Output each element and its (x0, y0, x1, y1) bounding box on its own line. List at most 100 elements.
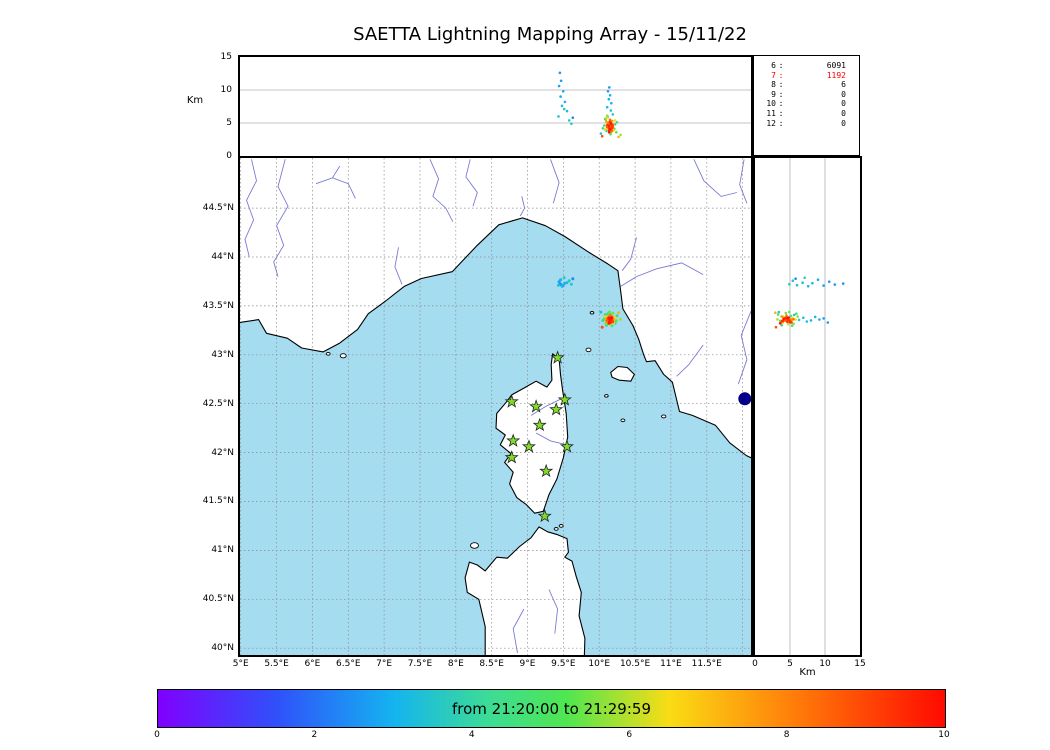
rivers (244, 159, 751, 654)
time-colorbar: from 21:20:00 to 21:29:59 (157, 689, 946, 728)
altitude-tick-label: 0 (752, 659, 758, 669)
stats-count: 0 (841, 108, 846, 118)
stats-colon: : (778, 80, 784, 90)
lon-tick-label: 10.5°E (619, 659, 651, 669)
stats-level: 8 (771, 80, 776, 90)
lma-station-stars (504, 350, 574, 523)
lon-tick-label: 5.5°E (264, 659, 289, 669)
altitude-tick-label: 0 (226, 151, 232, 161)
stats-level: 6 (771, 61, 776, 70)
stats-row: 12: 0 (754, 119, 859, 129)
lat-tick-label: 43°N (211, 349, 234, 360)
lat-tick-label: 42°N (211, 447, 234, 458)
chart-title: SAETTA Lightning Mapping Array - 15/11/2… (353, 24, 747, 45)
islet (339, 353, 347, 359)
stats-count: 0 (841, 89, 846, 99)
lat-tick-label: 40.5°N (202, 594, 234, 605)
colorbar-tick-label: 10 (938, 730, 950, 740)
lon-tick-label: 8.5°E (479, 659, 504, 669)
graticule (240, 158, 751, 655)
islet (325, 351, 331, 356)
islet (620, 418, 626, 423)
lon-tick-label: 11.5°E (691, 659, 722, 669)
lat-tick-label: 41°N (211, 545, 234, 556)
lat-tick-label: 44.5°N (202, 203, 234, 214)
lon-tick-label: 6.5°E (336, 659, 361, 669)
stats-row: 10: 0 (754, 99, 859, 109)
stats-level: 9 (771, 89, 776, 99)
lon-tick-label: 9°E (519, 659, 536, 669)
stats-count: 1192 (826, 70, 846, 80)
lat-tick-label: 43.5°N (202, 300, 234, 311)
stats-colon: : (778, 118, 784, 128)
altitude-axis-label: Km (186, 95, 204, 106)
altitude-tick-label: 15 (854, 659, 866, 669)
colorbar-label: from 21:20:00 to 21:29:59 (451, 699, 651, 718)
blue-marker-dot (738, 392, 751, 406)
stats-colon: : (778, 99, 784, 109)
stats-count: 0 (841, 118, 846, 128)
colorbar-tick-label: 0 (154, 730, 160, 740)
colorbar-tick-label: 8 (783, 730, 790, 740)
stats-count: 0 (841, 99, 846, 109)
land-fill (240, 158, 751, 655)
altitude-longitude-plot (240, 71, 751, 139)
altitude-gridlines (240, 89, 751, 124)
islet (604, 394, 609, 398)
stats-row: 8: 6 (754, 80, 859, 90)
stats-row: 6: 6091 (754, 61, 859, 71)
stats-row: 9: 0 (754, 90, 859, 100)
altitude-latitude-plot (774, 158, 845, 655)
lon-tick-label: 7.5°E (407, 659, 433, 669)
lightning-sources-alt-lon (557, 71, 622, 139)
islet (470, 542, 479, 549)
lon-tick-label: 7°E (376, 659, 393, 669)
stats-colon: : (778, 61, 784, 70)
islet (661, 414, 667, 419)
altitude-vs-longitude-panel (238, 55, 753, 158)
altitude-tick-label: 15 (220, 52, 232, 62)
colorbar-tick-label: 4 (468, 730, 475, 740)
altitude-tick-label: 5 (226, 118, 232, 128)
stats-colon: : (778, 108, 784, 118)
islet (585, 347, 592, 353)
lon-tick-label: 6°E (304, 659, 321, 669)
lightning-sources-map (557, 276, 623, 329)
lon-tick-label: 9.5°E (551, 659, 576, 669)
lon-tick-label: 10°E (588, 659, 611, 669)
lon-tick-label: 11°E (660, 659, 682, 669)
lat-tick-label: 40°N (211, 643, 234, 654)
lon-tick-label: 8°E (447, 659, 464, 669)
colorbar-tick-label: 2 (311, 730, 318, 740)
colorbar-tick-label: 6 (626, 730, 633, 740)
lightning-sources-alt-lat (774, 276, 845, 329)
altitude-vs-latitude-panel (753, 156, 862, 657)
altitude-axis-label-bottom: Km (799, 667, 816, 678)
altitude-tick-label: 10 (220, 85, 232, 95)
stats-row: 7: 1192 (754, 71, 859, 81)
station-count-stats-panel: 6:6091 7:1192 8:6 9:0 10:0 11:0 12:0 (753, 55, 860, 156)
stats-row: 11: 0 (754, 109, 859, 119)
stats-level: 11 (766, 108, 776, 118)
stats-level: 7 (771, 70, 776, 80)
geographic-map (240, 158, 751, 655)
islet (589, 311, 595, 315)
islet (553, 527, 559, 531)
stats-count: 6091 (826, 61, 846, 70)
altitude-tick-label: 5 (787, 659, 793, 669)
stats-colon: : (778, 89, 784, 99)
lon-tick-label: 5°E (232, 659, 249, 669)
islet (558, 524, 564, 528)
coastlines (240, 217, 751, 655)
altitude-tick-label: 10 (819, 659, 831, 669)
stats-rows: 6:6091 7:1192 8:6 9:0 10:0 11:0 12:0 (754, 56, 859, 128)
map-panel (238, 156, 753, 657)
lat-tick-label: 41.5°N (202, 496, 234, 507)
stats-colon: : (778, 70, 784, 80)
altitude-gridlines (789, 158, 826, 655)
stats-count: 6 (841, 80, 846, 90)
stats-level: 12 (766, 118, 776, 128)
stats-level: 10 (766, 99, 776, 109)
lat-tick-label: 42.5°N (202, 398, 234, 409)
